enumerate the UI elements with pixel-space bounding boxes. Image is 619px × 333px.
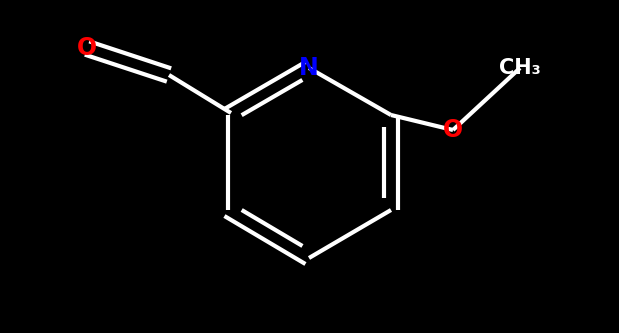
- Text: O: O: [443, 118, 463, 142]
- Text: N: N: [299, 56, 319, 80]
- Text: CH₃: CH₃: [499, 58, 541, 78]
- Text: O: O: [77, 36, 97, 60]
